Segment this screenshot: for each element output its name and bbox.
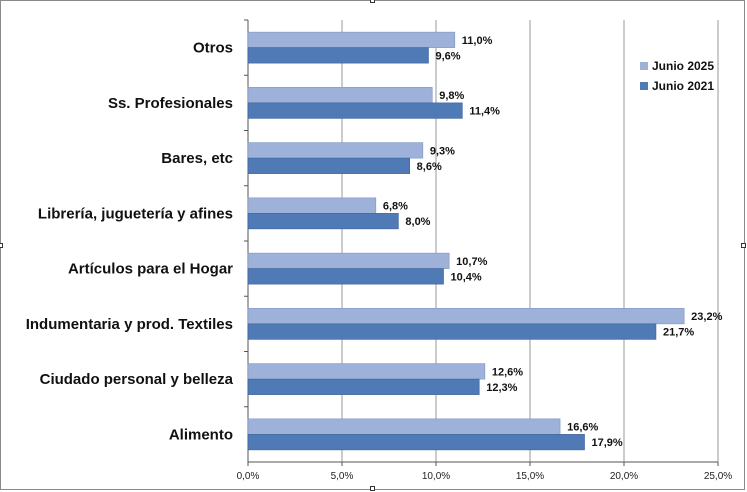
category-label: Librería, juguetería y afines [38, 205, 233, 222]
bar [247, 197, 377, 214]
data-label: 6,8% [383, 201, 408, 213]
bar [247, 268, 444, 285]
bar [247, 47, 429, 64]
bar [247, 87, 433, 104]
bar [247, 157, 410, 174]
data-label: 12,3% [486, 382, 517, 394]
data-label: 11,4% [469, 106, 500, 118]
category-label: Indumentaria y prod. Textiles [26, 316, 233, 333]
data-label: 9,3% [430, 145, 455, 157]
data-label: 12,6% [492, 366, 523, 378]
x-tick-label: 10,0% [422, 471, 450, 482]
bar [247, 434, 585, 451]
category-label: Bares, etc [161, 150, 233, 167]
data-label: 16,6% [567, 422, 598, 434]
resize-handle-right[interactable] [741, 243, 746, 248]
data-label: 9,6% [435, 50, 460, 62]
bar [247, 213, 399, 230]
category-label: Alimento [169, 426, 233, 443]
resize-handle-bottom[interactable] [370, 486, 375, 491]
resize-handle-top[interactable] [370, 0, 375, 3]
bar [247, 102, 463, 119]
legend-label: Junio 2025 [652, 59, 714, 73]
category-label: Ss. Profesionales [108, 95, 233, 112]
category-label: Artículos para el Hogar [68, 261, 233, 278]
bar [247, 378, 480, 395]
data-label: 8,6% [417, 161, 442, 173]
bar [247, 308, 685, 325]
category-label: Ciudado personal y belleza [40, 371, 234, 388]
bar [247, 323, 657, 340]
data-label: 23,2% [691, 311, 722, 323]
data-label: 21,7% [663, 327, 694, 339]
bar [247, 418, 561, 435]
x-tick-label: 0,0% [237, 471, 260, 482]
x-tick-label: 15,0% [516, 471, 544, 482]
data-label: 8,0% [405, 216, 430, 228]
data-label: 17,9% [592, 437, 623, 449]
bar [247, 252, 450, 269]
legend-swatch [640, 82, 648, 90]
bar [247, 142, 424, 159]
x-tick-label: 5,0% [331, 471, 354, 482]
x-tick-label: 25,0% [704, 471, 732, 482]
data-label: 11,0% [462, 35, 493, 47]
legend-label: Junio 2021 [652, 79, 714, 93]
x-tick-label: 20,0% [610, 471, 638, 482]
data-label: 10,4% [451, 271, 482, 283]
bar [247, 31, 456, 48]
bar [247, 363, 486, 380]
category-label: Otros [193, 40, 233, 57]
data-label: 10,7% [456, 256, 487, 268]
resize-handle-left[interactable] [0, 243, 3, 248]
data-label: 9,8% [439, 90, 464, 102]
legend-swatch [640, 62, 648, 70]
